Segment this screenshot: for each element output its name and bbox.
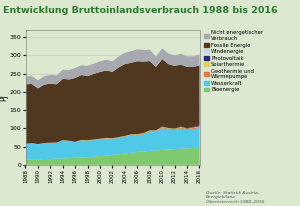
- Text: Entwicklung Bruttoinlandsverbrauch 1988 bis 2016: Entwicklung Bruttoinlandsverbrauch 1988 …: [3, 6, 278, 15]
- Text: Quelle: Statistik Austria,
Energiebilanz
Oberösterreich 1988–2016: Quelle: Statistik Austria, Energiebilanz…: [206, 190, 264, 204]
- Legend: Nicht energetischer
Verbrauch, Fossile Energie, Windenergie, Photovoltaik, Solar: Nicht energetischer Verbrauch, Fossile E…: [204, 30, 264, 93]
- Y-axis label: PJ: PJ: [0, 94, 8, 101]
